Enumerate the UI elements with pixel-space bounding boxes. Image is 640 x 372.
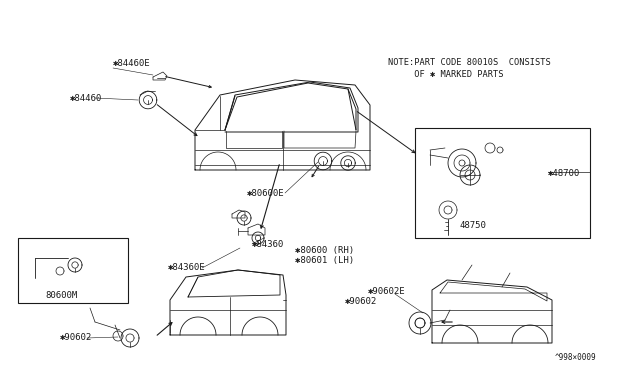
Text: ✱90602E: ✱90602E: [368, 288, 406, 296]
Text: OF ✱ MARKED PARTS: OF ✱ MARKED PARTS: [388, 70, 504, 79]
Text: ✱84360: ✱84360: [252, 240, 284, 248]
Bar: [18, 238, 128, 303]
Text: ✱84460E: ✱84460E: [113, 58, 150, 67]
Text: 80600M: 80600M: [45, 291, 77, 299]
Text: ✱80601 (LH): ✱80601 (LH): [295, 256, 354, 264]
Text: 48750: 48750: [460, 221, 487, 230]
Text: ✱90602: ✱90602: [345, 298, 377, 307]
Text: NOTE:PART CODE 80010S  CONSISTS: NOTE:PART CODE 80010S CONSISTS: [388, 58, 551, 67]
Text: ✱90602: ✱90602: [60, 334, 92, 343]
Text: ✱80600 (RH): ✱80600 (RH): [295, 246, 354, 254]
Text: ✱84360E: ✱84360E: [168, 263, 205, 273]
Text: ✱84460: ✱84460: [70, 93, 102, 103]
Bar: [415, 128, 590, 238]
Text: ✱80600E: ✱80600E: [247, 189, 285, 198]
Text: ^998×0009: ^998×0009: [555, 353, 596, 362]
Text: ✱48700: ✱48700: [548, 169, 580, 177]
